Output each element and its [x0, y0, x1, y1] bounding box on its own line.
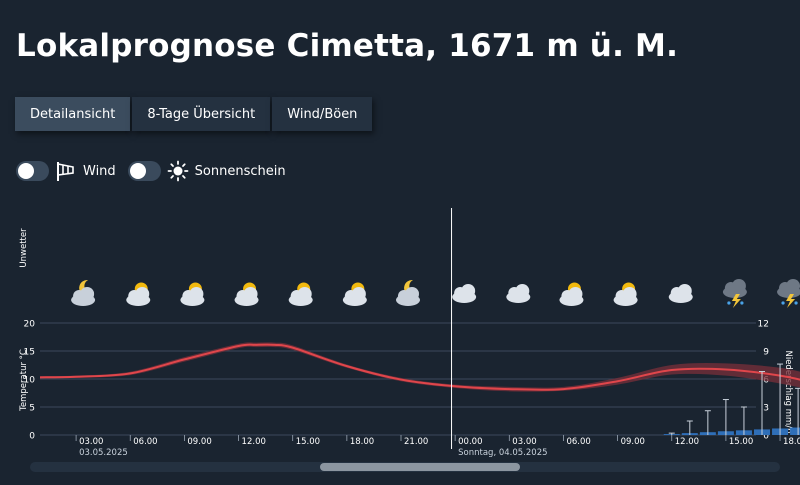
- precip-bar: [790, 427, 800, 435]
- sun-cloud-icon: [613, 282, 638, 306]
- date-label: Sonntag, 04.05.2025: [458, 448, 547, 458]
- cloud-shape: [568, 287, 583, 301]
- forecast-chart: Unwetter Temperatur °C Niederschlag mm/h 0 5…: [0, 200, 800, 481]
- cloud-shape: [189, 287, 204, 301]
- sunshine-toggle[interactable]: [127, 161, 161, 181]
- tab-wind-boeen[interactable]: Wind/Böen: [272, 97, 373, 131]
- sunshine-toggle-label: Sonnenschein: [194, 163, 286, 179]
- x-tick-label: 03.00: [512, 437, 536, 447]
- toggle-knob: [18, 163, 34, 179]
- cloud-shape: [297, 287, 312, 301]
- cloud-shape: [351, 287, 366, 301]
- sun-cloud-icon: [126, 282, 151, 306]
- cloud-shape: [786, 279, 800, 293]
- cloud-shape: [405, 287, 419, 301]
- toggle-knob: [129, 163, 146, 179]
- sun-toggle-group: Sonnenschein: [127, 160, 286, 182]
- lightning-shape: [731, 294, 741, 308]
- unwetter-label: Unwetter: [19, 228, 29, 268]
- cloud-shape: [135, 287, 150, 301]
- sun-cloud-icon: [288, 282, 313, 306]
- cloud-shape: [80, 287, 95, 301]
- y-right-tick-label: 9: [763, 348, 769, 358]
- y-tick-label: 10: [24, 376, 36, 386]
- sun-icon: [167, 160, 189, 182]
- raindrop-shape: [794, 301, 798, 305]
- x-tick-label: 09.00: [621, 437, 645, 447]
- cloud-shape: [515, 284, 530, 298]
- y-tick-label: 5: [29, 404, 35, 414]
- x-tick-label: 09.00: [187, 437, 211, 447]
- wind-toggle-group: Wind: [16, 160, 116, 182]
- x-tick-label: 00.00: [458, 437, 482, 447]
- page-title: Lokalprognose Cimetta, 1671 m ü. M.: [16, 28, 679, 64]
- layer-toggles: Wind Sonnenschein: [16, 160, 298, 182]
- x-tick-label: 15.00: [296, 437, 320, 447]
- x-tick-label: 06.00: [133, 437, 157, 447]
- thunder-rain-icon: [722, 279, 747, 308]
- cloud-shape: [622, 287, 637, 301]
- chart-scrollbar[interactable]: [30, 462, 780, 472]
- x-tick-label: 18.00: [783, 437, 800, 447]
- y-tick-label: 15: [24, 348, 35, 358]
- tab-8-tage-uebersicht[interactable]: 8-Tage Übersicht: [132, 97, 271, 131]
- x-tick-label: 15.00: [729, 437, 753, 447]
- x-tick-label: 12.00: [242, 437, 266, 447]
- sun-cloud-icon: [559, 282, 584, 306]
- date-label: 03.05.2025: [79, 448, 128, 458]
- x-tick-label: 18.00: [350, 437, 374, 447]
- cloud-icon: [452, 284, 477, 303]
- y-tick-label: 0: [29, 432, 35, 442]
- x-tick-label: 06.00: [566, 437, 590, 447]
- x-tick-label: 21.00: [404, 437, 428, 447]
- thunder-rain-icon: [777, 279, 800, 308]
- wind-toggle-label: Wind: [83, 163, 116, 179]
- y-right-tick-label: 0: [763, 432, 769, 442]
- y-axis-label: Temperatur °C: [19, 349, 29, 412]
- x-tick-label: 12.00: [675, 437, 699, 447]
- raindrop-shape: [727, 301, 731, 305]
- windsock-icon: [57, 162, 74, 181]
- cloud-icon: [668, 284, 693, 303]
- cloud-icon: [506, 284, 531, 303]
- sun-cloud-icon: [234, 282, 259, 306]
- cloud-shape: [677, 284, 692, 298]
- tab-detailansicht[interactable]: Detailansicht: [15, 97, 131, 131]
- moon-cloud-icon: [396, 279, 420, 306]
- raindrop-shape: [781, 301, 785, 305]
- view-tabs: Detailansicht 8-Tage Übersicht Wind/Böen: [15, 97, 373, 131]
- forecast-chart-svg: Unwetter Temperatur °C Niederschlag mm/h 0 5…: [19, 208, 800, 458]
- moon-cloud-icon: [71, 279, 96, 306]
- x-tick-label: 03.00: [79, 437, 103, 447]
- chart-scrollbar-thumb[interactable]: [320, 463, 520, 471]
- sun-cloud-icon: [180, 282, 205, 306]
- cloud-shape: [243, 287, 258, 301]
- y-tick-label: 20: [24, 320, 36, 330]
- y-axis-right-label: Niederschlag mm/h: [783, 350, 793, 433]
- lightning-shape: [786, 294, 796, 308]
- y-right-tick-label: 12: [758, 320, 769, 330]
- wind-toggle[interactable]: [16, 161, 49, 181]
- sun-cloud-icon: [342, 282, 367, 306]
- temperature-line: [39, 343, 800, 391]
- cloud-shape: [731, 279, 746, 293]
- raindrop-shape: [740, 301, 744, 305]
- cloud-shape: [461, 284, 476, 298]
- y-right-tick-label: 3: [763, 404, 769, 414]
